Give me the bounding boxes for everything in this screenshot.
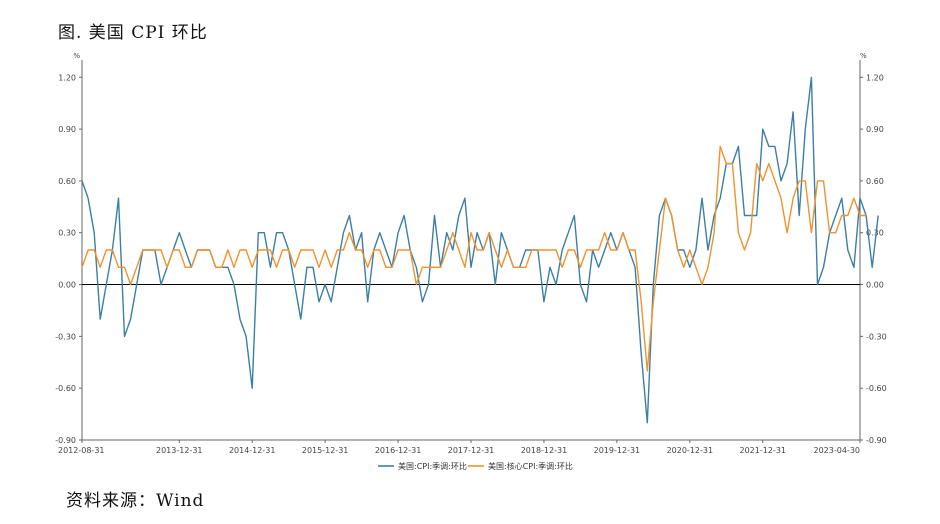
chart-series-lines [81, 76, 879, 424]
right-y-tick-label: -0.60 [866, 384, 887, 393]
right-unit-label: % [860, 52, 867, 60]
chart-axes: % % -0.90 -0.90 -0.60 -0.60 -0.30 -0.30 0.00 0.00… [55, 52, 886, 455]
x-tick-label: 2012-08-31 [58, 446, 105, 455]
chart-legend: 美国:CPI:季调:环比 美国:核心CPI:季调:环比 [378, 461, 573, 471]
left-y-tick-label: -0.60 [55, 384, 76, 393]
x-tick-label: 2013-12-31 [156, 446, 203, 455]
figure-source: 资料来源：Wind [66, 491, 205, 511]
x-tick-label: 2019-12-31 [594, 446, 641, 455]
x-tick-label: 2014-12-31 [229, 446, 276, 455]
left-y-tick-label: 1.20 [58, 73, 76, 82]
x-tick-label: 2021-12-31 [740, 446, 787, 455]
left-y-tick-label: 0.30 [58, 229, 76, 238]
x-tick-label: 2016-12-31 [375, 446, 422, 455]
right-y-tick-label: 0.60 [866, 177, 884, 186]
legend-label-1: 美国:CPI:季调:环比 [398, 461, 467, 471]
x-tick-label: 2017-12-31 [448, 446, 495, 455]
x-tick-label: 2020-12-31 [667, 446, 714, 455]
x-tick-label: 2015-12-31 [302, 446, 349, 455]
left-y-tick-label: 0.60 [58, 177, 76, 186]
x-tick-label: 2023-04-30 [814, 446, 861, 455]
figure-title: 图. 美国 CPI 环比 [58, 23, 208, 43]
left-unit-label: % [73, 52, 80, 60]
right-y-tick-label: -0.90 [866, 436, 887, 445]
cpi-line-chart: % % -0.90 -0.90 -0.60 -0.60 -0.30 -0.30 0.00 0.00… [55, 52, 886, 471]
x-tick-label: 2018-12-31 [521, 446, 568, 455]
right-y-tick-label: 0.00 [866, 281, 884, 290]
series-line-2 [81, 145, 867, 372]
left-y-tick-label: 0.00 [58, 281, 76, 290]
right-y-tick-label: 0.90 [866, 125, 884, 134]
left-y-tick-label: -0.30 [55, 332, 76, 341]
legend-label-2: 美国:核心CPI:季调:环比 [488, 461, 573, 471]
left-y-tick-label: -0.90 [55, 436, 76, 445]
left-y-tick-label: 0.90 [58, 125, 76, 134]
right-y-tick-label: -0.30 [866, 332, 887, 341]
right-y-tick-label: 1.20 [866, 73, 884, 82]
right-y-tick-label: 0.30 [866, 229, 884, 238]
